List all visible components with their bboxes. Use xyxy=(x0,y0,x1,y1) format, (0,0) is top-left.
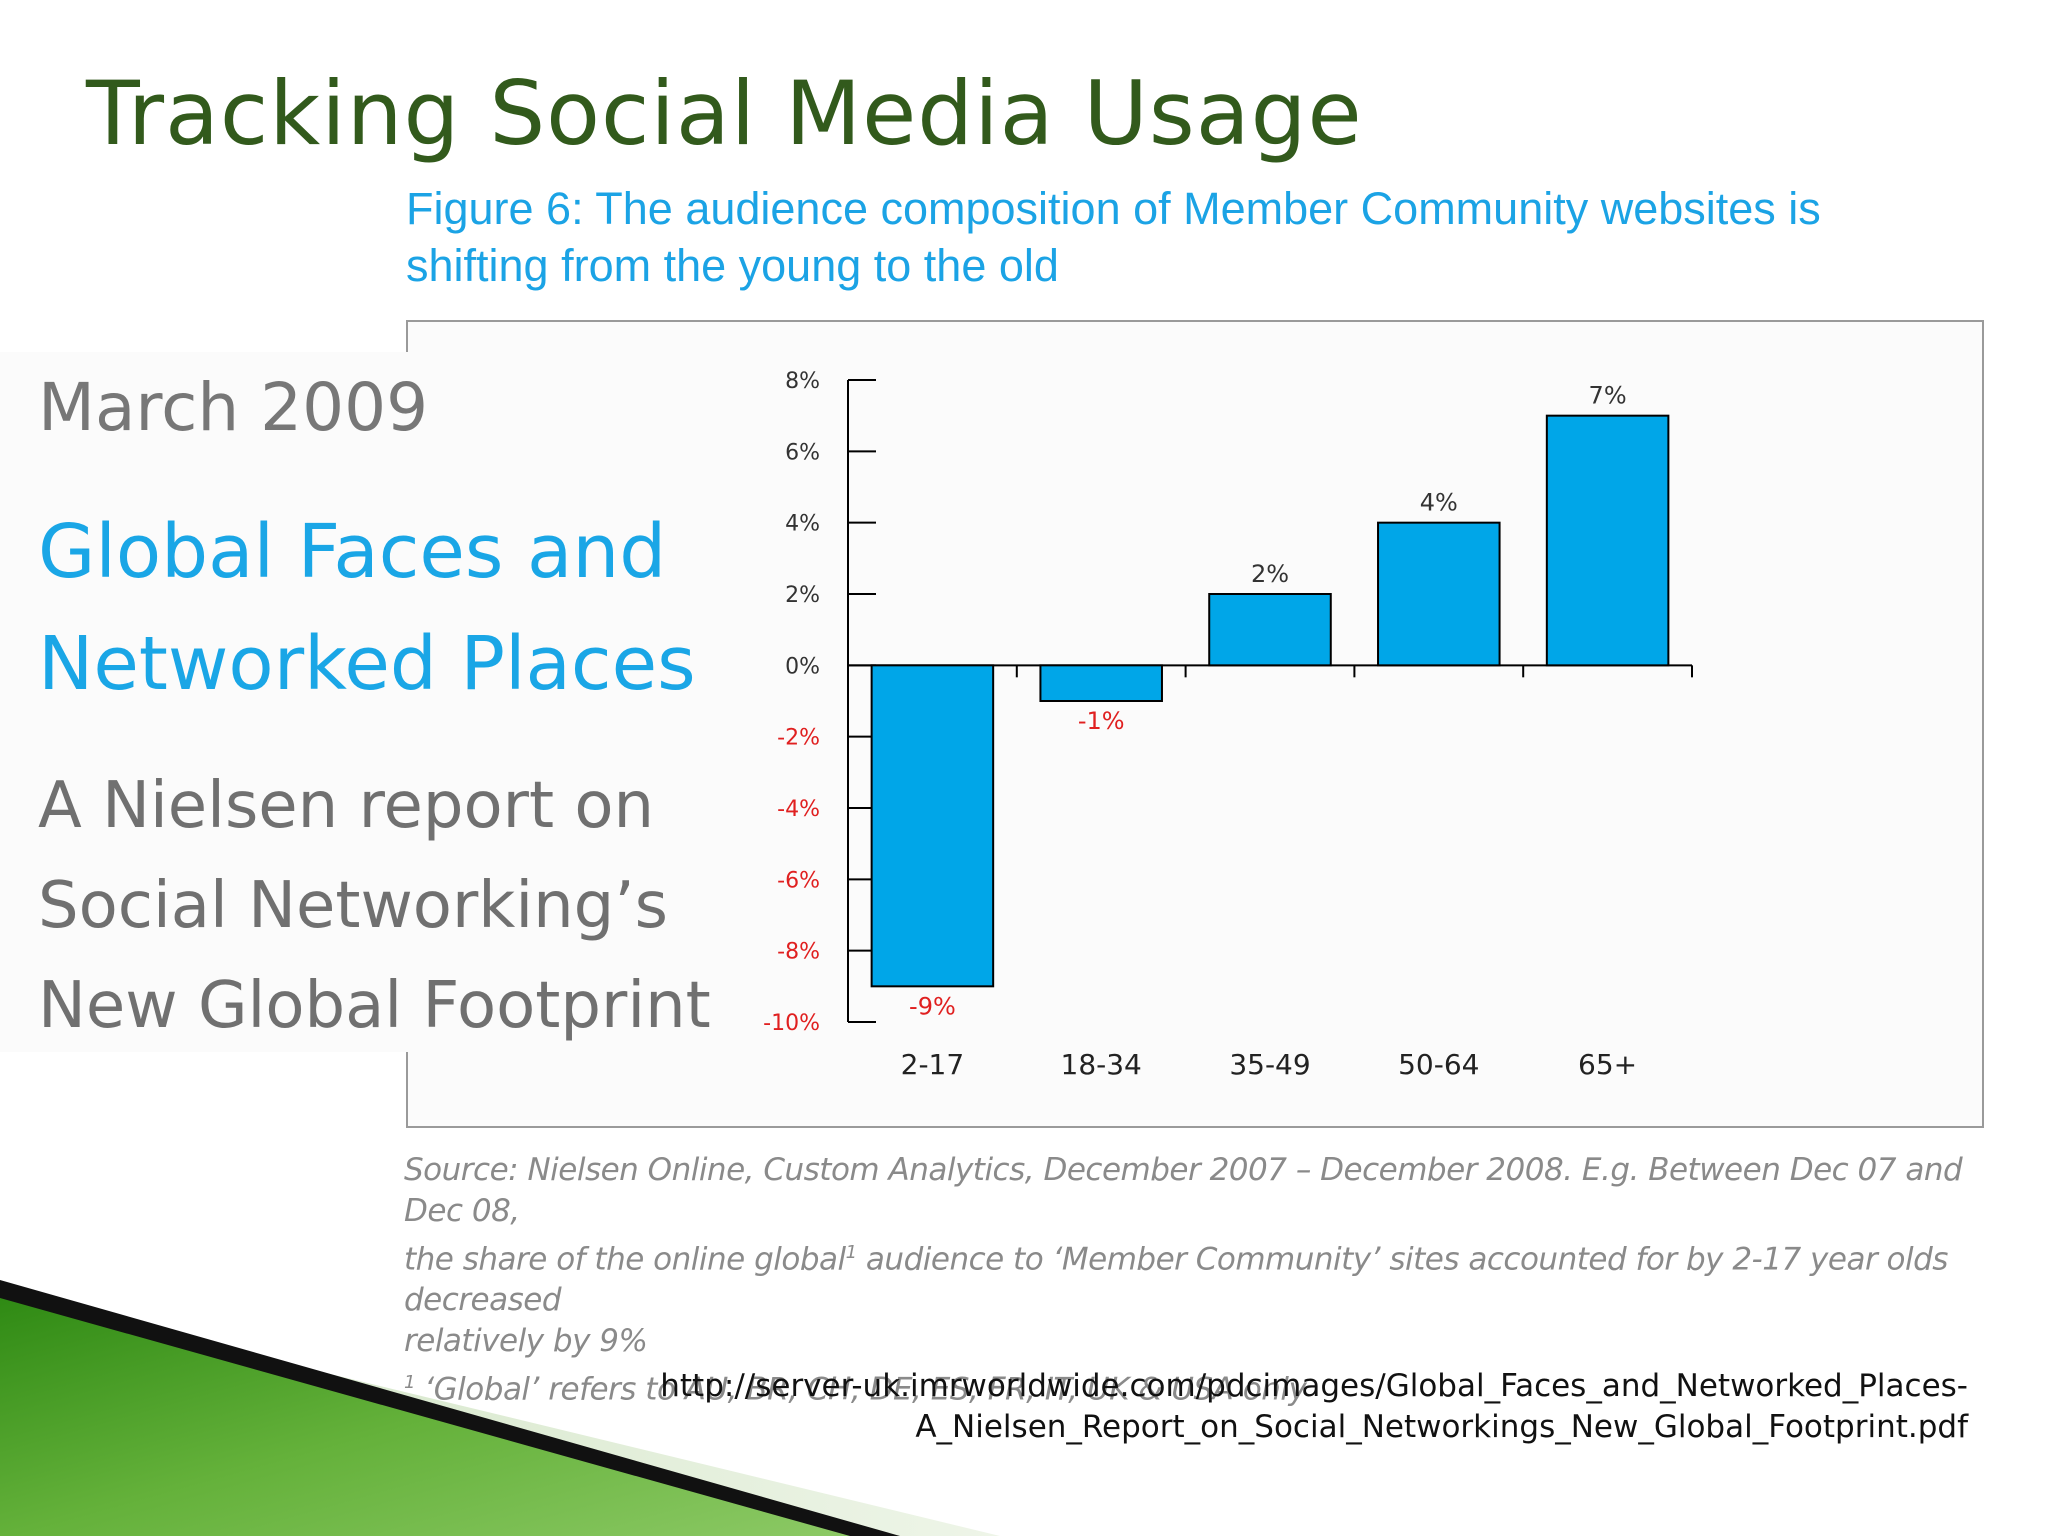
report-subtitle-line-1: A Nielsen report on xyxy=(38,769,655,843)
figure-caption: Figure 6: The audience composition of Me… xyxy=(406,180,2006,294)
source-line-2b: audience to ‘Member Community’ sites acc… xyxy=(404,1241,1948,1319)
y-tick-label: 4% xyxy=(785,512,820,537)
data-label: 7% xyxy=(1589,382,1627,410)
y-tick-label: 0% xyxy=(785,654,820,679)
report-title-line-1: Global Faces and xyxy=(38,509,667,595)
source-url[interactable]: http://server-uk.imrworldwide.com/pdcima… xyxy=(660,1366,1968,1448)
x-tick-label: 18-34 xyxy=(1061,1048,1142,1081)
data-label: -1% xyxy=(1078,707,1125,735)
report-title-line-2: Networked Places xyxy=(38,621,696,707)
source-note: Source: Nielsen Online, Custom Analytics… xyxy=(404,1150,2004,1411)
source-line-2: the share of the online global1 audience… xyxy=(404,1232,2004,1321)
report-cover-text: March 2009 Global Faces and Networked Pl… xyxy=(0,352,740,1052)
y-tick-label: 6% xyxy=(785,440,820,465)
report-subtitle-line-3: New Global Footprint xyxy=(38,969,711,1043)
report-date: March 2009 xyxy=(38,369,429,446)
bar-2-17 xyxy=(870,664,995,988)
x-tick-label: 2-17 xyxy=(901,1048,965,1081)
source-line-2a: the share of the online global xyxy=(404,1241,846,1278)
footnote-text: ‘Global’ refers to AU, BR, CH, DE, ES, F… xyxy=(414,1371,1307,1408)
y-tick-label: -8% xyxy=(777,940,820,965)
y-tick-label: -10% xyxy=(763,1011,820,1036)
y-tick-label: -4% xyxy=(777,797,820,822)
slide-title: Tracking Social Media Usage xyxy=(86,62,1363,165)
y-tick-label: -2% xyxy=(777,726,820,751)
x-tick-label: 65+ xyxy=(1578,1048,1637,1081)
bar-35-49 xyxy=(1208,593,1332,667)
data-label: -9% xyxy=(909,992,956,1020)
bar-50-64 xyxy=(1377,521,1501,667)
source-footnote: 1 ‘Global’ refers to AU, BR, CH, DE, ES,… xyxy=(404,1362,2004,1410)
report-title: Global Faces and Networked Places xyxy=(38,496,740,720)
report-subtitle: A Nielsen report on Social Networking’s … xyxy=(38,756,740,1056)
x-tick-label: 35-49 xyxy=(1229,1048,1310,1081)
source-url-line-1[interactable]: http://server-uk.imrworldwide.com/pdcima… xyxy=(660,1368,1968,1404)
report-subtitle-line-2: Social Networking’s xyxy=(38,869,668,943)
footnote-superscript: 1 xyxy=(404,1372,415,1394)
bar-65+ xyxy=(1545,414,1670,667)
bar-18-34 xyxy=(1039,664,1163,703)
green-swoosh-decoration xyxy=(0,1280,1000,1536)
y-tick-label: -6% xyxy=(777,868,820,893)
y-tick-label: 2% xyxy=(785,583,820,608)
figure-caption-line-1: Figure 6: The audience composition of Me… xyxy=(406,183,1821,234)
figure-caption-line-2: shifting from the young to the old xyxy=(406,240,1059,291)
y-tick-label: 8% xyxy=(785,369,820,394)
source-url-line-2[interactable]: A_Nielsen_Report_on_Social_Networkings_N… xyxy=(915,1409,1968,1445)
data-label: 4% xyxy=(1420,489,1458,517)
bar-chart: 8% 6% 4% 2% 0% -2% -4% -6% -8% -10% -9% 2-17 -1% 18-3… xyxy=(763,369,1693,1081)
x-tick-label: 50-64 xyxy=(1398,1048,1479,1081)
source-line-3: relatively by 9% xyxy=(404,1323,648,1360)
source-line-1: Source: Nielsen Online, Custom Analytics… xyxy=(404,1152,1963,1229)
source-superscript: 1 xyxy=(845,1242,857,1263)
data-label: 2% xyxy=(1251,560,1289,588)
